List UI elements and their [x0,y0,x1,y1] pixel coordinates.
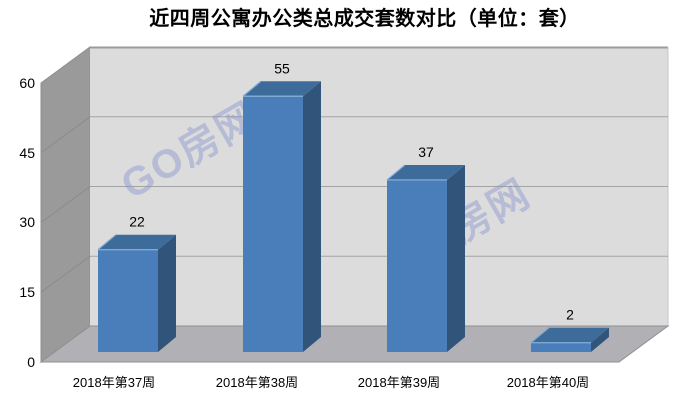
bar-front-face [98,249,158,352]
bar-value-label: 2 [566,307,574,323]
xcat-label-week40: 2018年第40周 [506,375,590,390]
bar-2018年第40周 [530,327,609,352]
ytick-label-15: 15 [19,284,35,300]
wall-gridline-45 [40,116,91,154]
bar-bevel-top-left [386,164,406,181]
bar-bevel-top-left [97,234,117,251]
bar-2018年第38周 [242,80,321,352]
bar-top-face [98,234,176,250]
bar-front-face [243,96,303,352]
bar-value-labels: 22 55 37 2 [129,60,574,322]
bar-side-face [158,234,176,352]
xcat-label-week37: 2018年第37周 [72,375,156,390]
bar-side-face [303,81,321,352]
wall-gridline-15 [40,255,91,293]
bar-bevel-top-left [242,80,262,97]
bar-value-label: 55 [274,60,290,76]
ytick-label-0: 0 [27,354,35,370]
bar-top-face [243,81,321,97]
bar-2018年第37周 [97,234,176,352]
wall-gridline-30 [40,186,91,223]
bar-value-label: 22 [129,214,145,230]
ytick-label-45: 45 [19,145,35,161]
bar-bevel-top-left [530,327,550,344]
bar-top-face [531,327,609,343]
bar-side-face [591,327,609,352]
bar-side-face [447,164,465,352]
bar-top-face [387,164,465,180]
bar-front-face [531,342,591,352]
ytick-label-60: 60 [19,75,35,91]
xcat-label-week39: 2018年第39周 [357,375,441,390]
ytick-label-30: 30 [19,214,35,230]
chart-title: 近四周公寓办公类总成交套数对比（单位：套） [149,8,580,30]
gridlines [40,116,668,293]
bar-2018年第39周 [386,164,465,352]
bar-front-face [387,179,447,352]
bar-series [97,80,609,352]
xcat-label-week38: 2018年第38周 [215,375,299,390]
bar-value-label: 37 [418,144,434,160]
floor [39,325,670,363]
